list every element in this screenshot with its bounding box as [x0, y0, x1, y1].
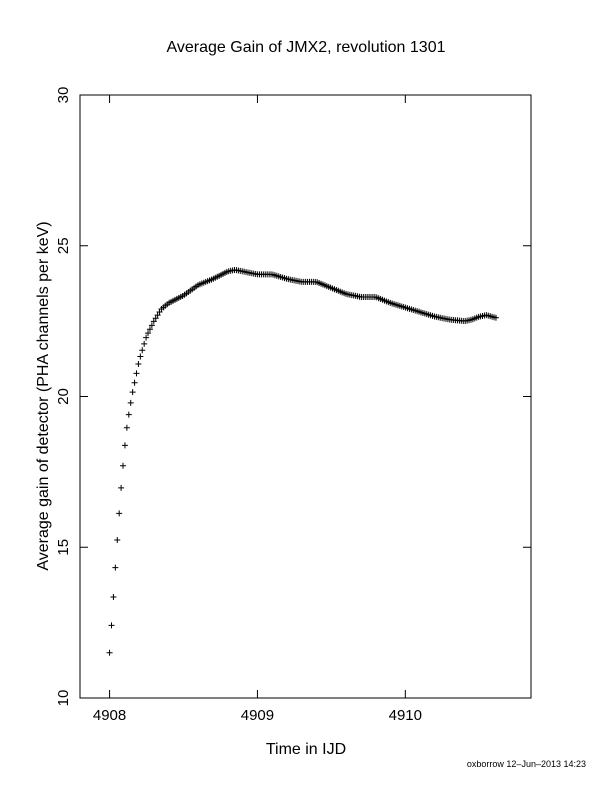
- y-tick-label: 10: [55, 690, 72, 707]
- data-point: [116, 510, 123, 517]
- data-point: [133, 370, 140, 377]
- x-tick-label: 4910: [389, 707, 422, 724]
- plot-frame: [79, 94, 532, 699]
- data-point: [135, 360, 142, 367]
- data-point: [129, 389, 136, 396]
- data-point: [145, 330, 152, 337]
- y-tick-label: 15: [55, 539, 72, 556]
- y-tick-label: 30: [55, 87, 72, 104]
- data-point: [110, 593, 117, 600]
- data-point: [150, 318, 157, 325]
- data-point: [146, 326, 153, 333]
- footer-credit: oxborrow 12–Jun–2013 14:23: [467, 759, 586, 769]
- data-point: [121, 442, 128, 449]
- data-point: [108, 622, 115, 629]
- data-point: [118, 484, 125, 491]
- x-tick-label: 4908: [93, 707, 126, 724]
- data-point: [123, 424, 130, 431]
- x-tick-label: 4909: [241, 707, 274, 724]
- data-point: [156, 308, 163, 315]
- data-point: [131, 379, 138, 386]
- data-point: [143, 334, 150, 341]
- x-axis-ticks: 4908 4909 4910: [93, 95, 422, 724]
- chart-title: Average Gain of JMX2, revolution 1301: [167, 39, 446, 56]
- data-point: [106, 649, 113, 656]
- data-point: [120, 462, 127, 469]
- y-axis-ticks: 10 15 20 25 30: [55, 87, 531, 707]
- data-point: [127, 399, 134, 406]
- data-point: [492, 314, 499, 321]
- data-points: [106, 267, 499, 656]
- data-point: [148, 322, 155, 329]
- data-point: [152, 315, 159, 322]
- data-point: [114, 537, 121, 544]
- y-tick-label: 25: [55, 237, 72, 254]
- data-point: [112, 564, 119, 571]
- data-point: [137, 353, 144, 360]
- y-tick-label: 20: [55, 388, 72, 405]
- y-axis-label: Average gain of detector (PHA channels p…: [35, 221, 52, 570]
- x-axis-label: Time in IJD: [266, 741, 346, 758]
- data-point: [125, 411, 132, 418]
- data-point: [141, 340, 148, 347]
- data-point: [154, 312, 161, 319]
- data-point: [139, 347, 146, 354]
